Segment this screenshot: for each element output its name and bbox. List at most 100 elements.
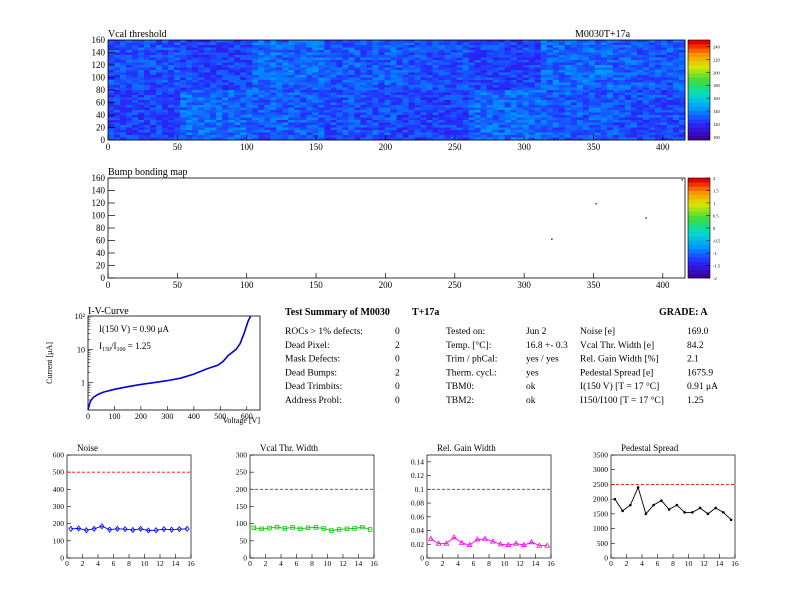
heatmap-cell bbox=[408, 55, 415, 58]
heatmap-cell bbox=[648, 47, 656, 51]
heatmap-cell bbox=[666, 95, 674, 98]
heatmap-cell bbox=[558, 132, 566, 136]
heatmap-cell bbox=[186, 132, 193, 136]
heatmap-cell bbox=[234, 92, 241, 96]
heatmap-cell bbox=[450, 97, 457, 101]
heatmap-cell bbox=[516, 130, 524, 133]
heatmap-cell bbox=[618, 135, 626, 138]
heatmap-cell bbox=[630, 57, 638, 61]
heatmap-cell bbox=[138, 57, 145, 61]
heatmap-cell bbox=[528, 67, 536, 71]
heatmap-cell bbox=[642, 50, 650, 53]
heatmap-cell bbox=[648, 115, 656, 118]
heatmap-cell bbox=[372, 105, 379, 108]
heatmap-cell bbox=[384, 117, 391, 121]
heatmap-cell bbox=[252, 97, 259, 101]
heatmap-cell bbox=[456, 45, 464, 48]
heatmap-cell bbox=[198, 102, 205, 106]
heatmap-cell bbox=[408, 42, 415, 46]
heatmap-cell bbox=[342, 75, 349, 78]
heatmap-cell bbox=[546, 60, 554, 63]
heatmap-cell bbox=[576, 135, 584, 138]
heatmap-cell bbox=[420, 85, 427, 88]
heatmap-cell bbox=[666, 122, 674, 126]
heatmap-cell bbox=[126, 107, 133, 111]
heatmap-cell bbox=[252, 85, 259, 88]
heatmap-cell bbox=[648, 100, 656, 103]
heatmap-cell bbox=[210, 55, 217, 58]
heatmap-cell bbox=[486, 117, 494, 121]
heatmap-cell bbox=[426, 60, 433, 63]
heatmap-cell bbox=[108, 127, 115, 131]
heatmap-cell bbox=[324, 90, 331, 93]
heatmap-cell bbox=[204, 127, 211, 131]
heatmap-cell bbox=[384, 102, 391, 106]
heatmap-cell bbox=[660, 87, 668, 91]
heatmap-cell bbox=[612, 130, 620, 133]
data-point bbox=[474, 536, 481, 542]
heatmap-cell bbox=[450, 85, 457, 88]
heatmap-cell bbox=[306, 97, 313, 101]
heatmap-cell bbox=[228, 65, 235, 68]
heatmap-cell bbox=[396, 102, 403, 106]
heatmap-cell bbox=[396, 80, 403, 83]
heatmap-cell bbox=[228, 100, 235, 103]
heatmap-cell bbox=[294, 132, 301, 136]
heatmap-cell bbox=[456, 122, 464, 126]
heatmap-cell bbox=[210, 85, 217, 88]
heatmap-cell bbox=[522, 117, 530, 121]
heatmap-cell bbox=[378, 135, 385, 138]
heatmap-cell bbox=[228, 72, 235, 76]
heatmap-cell bbox=[348, 122, 355, 126]
heatmap-cell bbox=[498, 62, 506, 66]
heatmap-cell bbox=[516, 65, 524, 68]
heatmap-cell bbox=[336, 60, 343, 63]
heatmap-cell bbox=[420, 125, 427, 128]
heatmap-cell bbox=[336, 47, 343, 51]
heatmap-cell bbox=[492, 87, 500, 91]
heatmap-cell bbox=[408, 127, 415, 131]
heatmap-cell bbox=[498, 47, 506, 51]
heatmap-cell bbox=[426, 82, 433, 86]
heatmap-cell bbox=[414, 55, 421, 58]
heatmap-cell bbox=[306, 40, 313, 43]
heatmap-cell bbox=[552, 115, 560, 118]
heatmap-cell bbox=[372, 57, 379, 61]
heatmap-cell bbox=[306, 107, 313, 111]
heatmap-cell bbox=[150, 102, 157, 106]
heatmap-cell bbox=[156, 80, 163, 83]
heatmap-cell bbox=[450, 60, 457, 63]
heatmap-cell bbox=[234, 135, 241, 138]
heatmap-cell bbox=[630, 122, 638, 126]
heatmap-cell bbox=[120, 105, 127, 108]
heatmap-cell bbox=[504, 87, 512, 91]
heatmap-cell bbox=[324, 110, 331, 113]
heatmap-cell bbox=[450, 132, 457, 136]
heatmap-cell bbox=[372, 55, 379, 58]
heatmap-cell bbox=[492, 125, 500, 128]
heatmap-cell bbox=[216, 130, 223, 133]
heatmap-cell bbox=[456, 60, 464, 63]
heatmap-cell bbox=[186, 40, 193, 43]
heatmap-cell bbox=[666, 125, 674, 128]
heatmap-cell bbox=[372, 65, 379, 68]
heatmap-cell bbox=[378, 122, 385, 126]
heatmap-cell bbox=[516, 67, 524, 71]
heatmap-cell bbox=[426, 100, 433, 103]
heatmap-cell bbox=[456, 80, 464, 83]
heatmap-cell bbox=[252, 115, 259, 118]
heatmap-cell bbox=[672, 77, 680, 81]
heatmap-cell bbox=[174, 67, 181, 71]
heatmap-cell bbox=[456, 62, 464, 66]
heatmap-cell bbox=[438, 57, 445, 61]
y-tick-label: 100 bbox=[92, 73, 106, 83]
heatmap-cell bbox=[228, 117, 235, 121]
heatmap-cell bbox=[360, 135, 367, 138]
heatmap-cell bbox=[126, 102, 133, 106]
heatmap-cell bbox=[636, 120, 644, 123]
heatmap-cell bbox=[618, 77, 626, 81]
heatmap-cell bbox=[198, 72, 205, 76]
heatmap-cell bbox=[606, 135, 614, 138]
heatmap-cell bbox=[108, 57, 115, 61]
heatmap-cell bbox=[276, 87, 283, 91]
